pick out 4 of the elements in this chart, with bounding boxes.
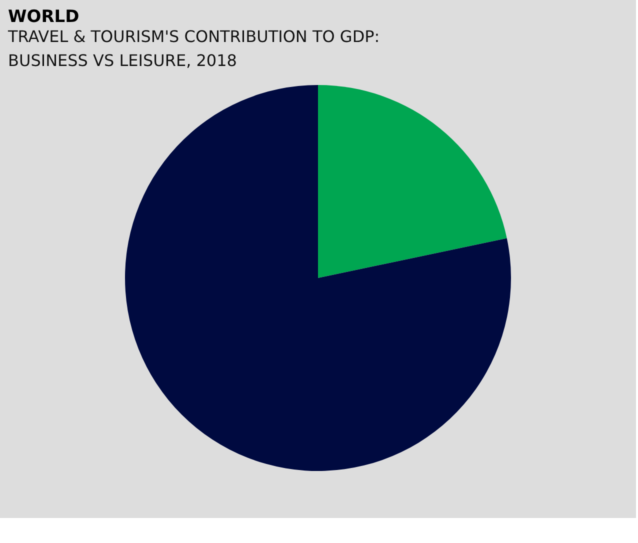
pie-slice	[318, 85, 507, 278]
chart-subtitle: TRAVEL & TOURISM'S CONTRIBUTION TO GDP: BUSINESS VS LEISURE, 2018	[7, 27, 380, 70]
pie-slice	[125, 85, 511, 471]
chart-title: WORLD	[8, 7, 80, 27]
